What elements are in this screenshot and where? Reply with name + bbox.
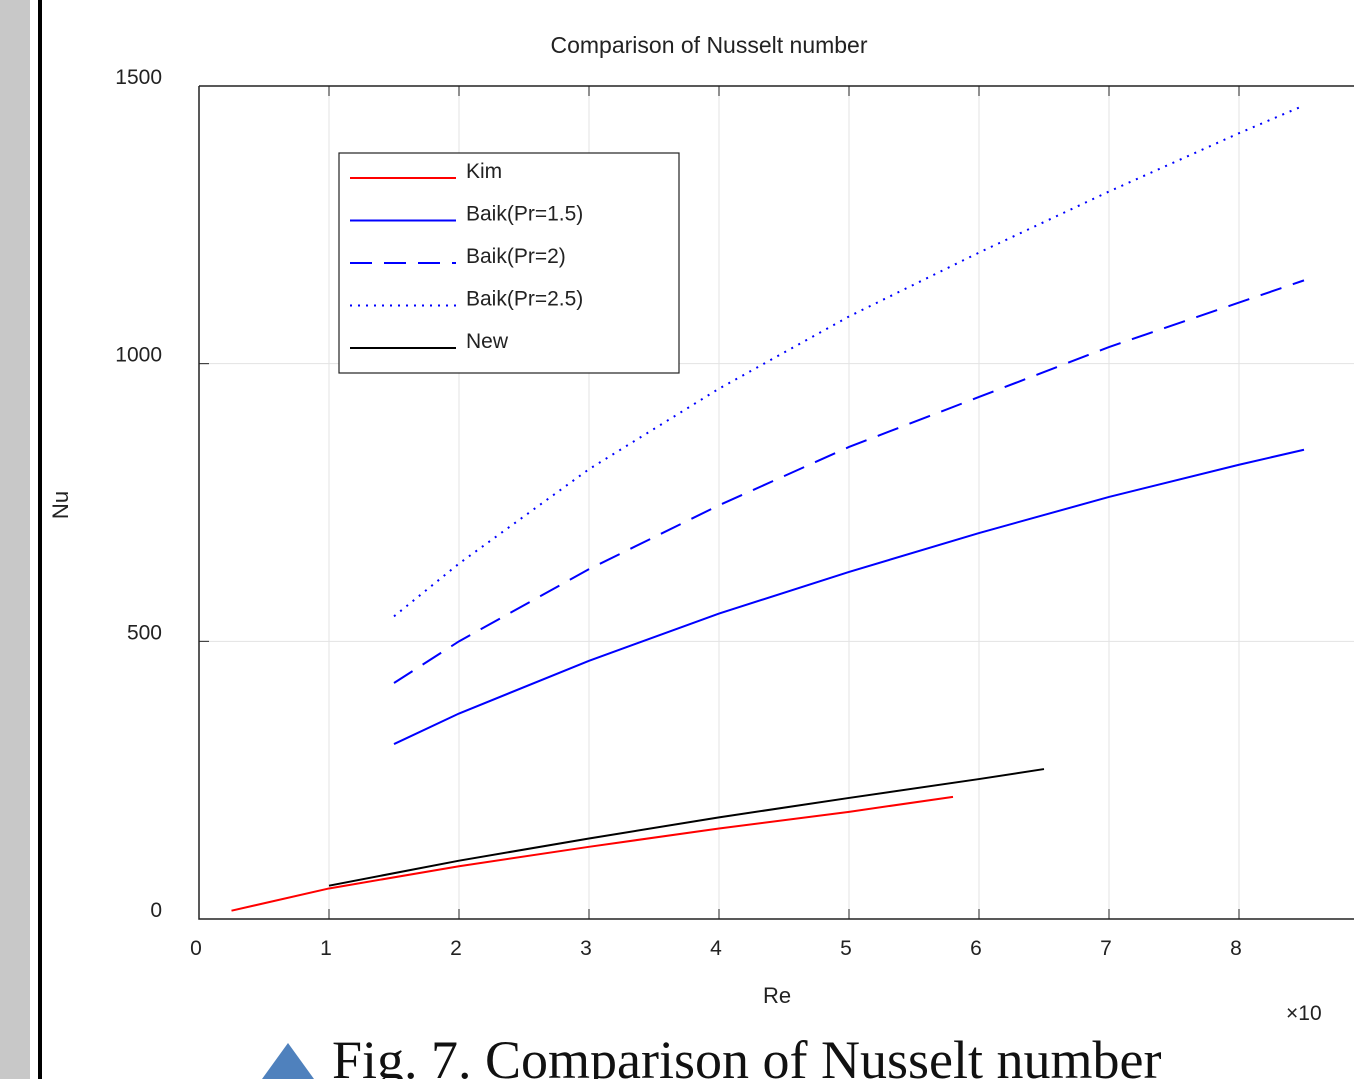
data-line bbox=[231, 795, 954, 912]
x-tick-label: 4 bbox=[710, 937, 722, 960]
x-scale-label: ×10 bbox=[1286, 1002, 1322, 1025]
axes-box bbox=[198, 85, 1354, 920]
y-axis-label: Nu bbox=[48, 491, 73, 519]
data-line bbox=[393, 279, 1305, 684]
caption-marker bbox=[262, 1043, 314, 1079]
chart-title: Comparison of Nusselt number bbox=[550, 32, 867, 58]
side-rule bbox=[38, 0, 42, 1079]
legend-label: Baik(Pr=2.5) bbox=[466, 288, 583, 311]
plot: 0 1 2 3 4 5 6 7 8 0 500 1000 1500 Kim Baik(Pr=1.5) Baik… bbox=[115, 66, 1354, 960]
y-tick-label: 0 bbox=[150, 899, 162, 922]
legend: Kim Baik(Pr=1.5) Baik(Pr=2) Baik(Pr=2.5) New bbox=[338, 152, 680, 374]
x-tick-label: 2 bbox=[450, 937, 462, 960]
x-tick-label: 6 bbox=[970, 937, 982, 960]
x-tick-label: 8 bbox=[1230, 937, 1242, 960]
x-tick-label: 5 bbox=[840, 937, 852, 960]
x-tick-label: 7 bbox=[1100, 937, 1112, 960]
legend-label: New bbox=[466, 330, 509, 353]
data-line bbox=[393, 448, 1305, 745]
legend-label: Baik(Pr=1.5) bbox=[466, 203, 583, 226]
y-tick-label: 1500 bbox=[115, 66, 162, 89]
x-tick-label: 0 bbox=[190, 937, 202, 960]
data-line bbox=[393, 104, 1305, 618]
legend-label: Baik(Pr=2) bbox=[466, 245, 566, 268]
side-bar bbox=[0, 0, 30, 1079]
y-tick-label: 500 bbox=[127, 621, 162, 644]
x-axis-label: Re bbox=[763, 983, 791, 1008]
x-tick-label: 3 bbox=[580, 937, 592, 960]
caption: Fig. 7. Comparison of Nusselt number bbox=[332, 1030, 1161, 1079]
y-tick-label: 1000 bbox=[115, 344, 162, 367]
legend-label: Kim bbox=[466, 160, 502, 183]
x-tick-label: 1 bbox=[320, 937, 332, 960]
data-line bbox=[328, 768, 1045, 887]
